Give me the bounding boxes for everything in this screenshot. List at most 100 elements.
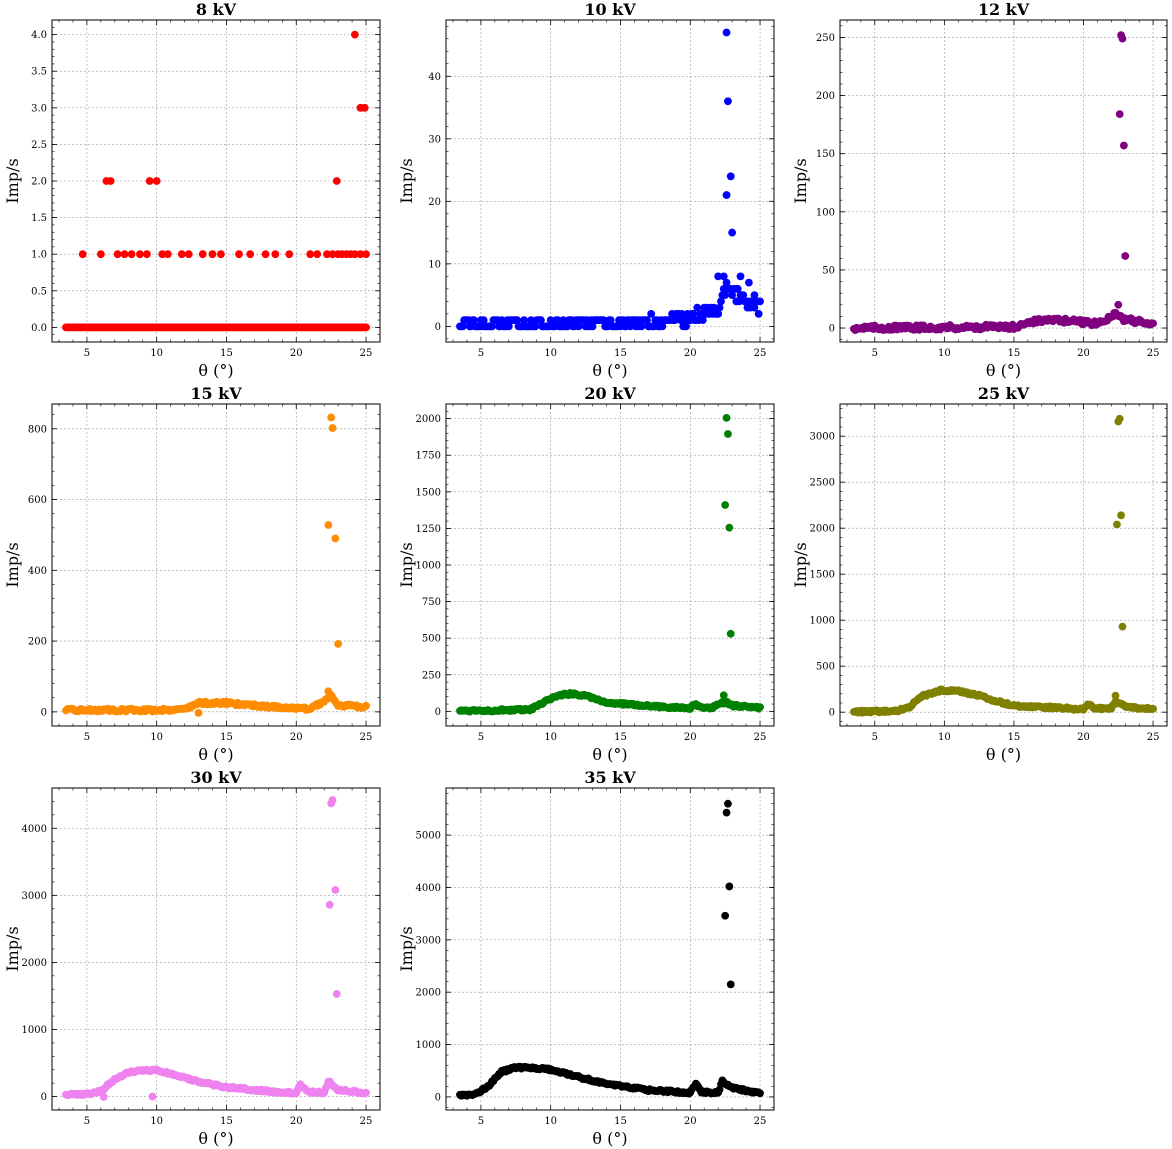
x-tick-label: 10 xyxy=(150,1116,163,1127)
y-tick-label: 250 xyxy=(816,33,835,44)
data-point xyxy=(677,309,686,318)
y-tick-label: 100 xyxy=(816,207,835,218)
y-tick-label: 30 xyxy=(428,134,441,145)
y-tick-label: 1250 xyxy=(416,524,441,535)
data-points xyxy=(850,414,1157,717)
data-point xyxy=(328,250,337,259)
x-tick-label: 5 xyxy=(84,348,90,359)
data-point xyxy=(722,414,731,422)
data-point xyxy=(725,523,734,532)
y-tick-label: 0 xyxy=(829,708,835,719)
data-point xyxy=(671,316,679,325)
data-point xyxy=(756,1089,764,1098)
data-point xyxy=(360,103,369,112)
data-point xyxy=(626,322,635,331)
y-tick-label: 1750 xyxy=(416,451,441,462)
data-point xyxy=(715,303,724,312)
data-point xyxy=(754,309,763,318)
data-point xyxy=(1119,141,1128,150)
data-point xyxy=(750,291,759,300)
x-tick-label: 25 xyxy=(1147,348,1160,359)
x-tick-label: 20 xyxy=(684,348,697,359)
data-point xyxy=(744,278,753,287)
data-point xyxy=(1118,34,1127,43)
x-tick-label: 15 xyxy=(220,348,233,359)
y-tick-label: 800 xyxy=(28,424,47,435)
y-tick-label: 3.0 xyxy=(31,103,47,114)
x-tick-label: 10 xyxy=(544,348,557,359)
y-axis-label: Imp/s xyxy=(791,542,810,587)
data-point xyxy=(588,322,597,331)
y-tick-label: 400 xyxy=(28,566,47,577)
data-point xyxy=(479,316,488,325)
x-tick-label: 25 xyxy=(754,1116,767,1127)
data-point xyxy=(721,911,730,920)
x-tick-label: 25 xyxy=(754,348,767,359)
y-tick-label: 250 xyxy=(422,670,441,681)
data-point xyxy=(96,250,105,259)
data-point xyxy=(710,303,718,312)
x-tick-label: 10 xyxy=(150,348,163,359)
data-point xyxy=(362,701,370,710)
data-points xyxy=(456,414,764,716)
data-point xyxy=(152,177,161,185)
axes-frame xyxy=(839,403,1168,727)
axes-frame xyxy=(51,403,381,727)
data-points xyxy=(62,413,370,717)
data-points xyxy=(62,796,370,1101)
data-point xyxy=(106,177,115,185)
axes-frame xyxy=(445,19,775,343)
data-points xyxy=(456,28,764,331)
y-tick-label: 1.5 xyxy=(31,213,47,224)
data-point xyxy=(285,250,294,259)
x-tick-label: 20 xyxy=(1077,348,1090,359)
y-tick-label: 2500 xyxy=(810,478,835,489)
y-tick-label: 2.5 xyxy=(31,140,47,151)
data-point xyxy=(546,316,555,325)
y-tick-label: 2000 xyxy=(22,958,47,969)
data-point xyxy=(331,534,340,543)
x-tick-label: 25 xyxy=(360,1116,373,1127)
x-tick-label: 15 xyxy=(1008,732,1021,743)
data-point xyxy=(120,250,129,259)
y-tick-label: 40 xyxy=(428,72,441,83)
data-point xyxy=(721,291,730,300)
data-points xyxy=(62,30,370,332)
data-point xyxy=(148,1092,157,1101)
subplot-title: 25 kV xyxy=(978,384,1030,403)
x-tick-label: 5 xyxy=(872,732,878,743)
data-point xyxy=(721,501,730,509)
data-point xyxy=(513,316,522,325)
data-point xyxy=(756,703,764,712)
subplot-title: 35 kV xyxy=(584,768,636,787)
data-point xyxy=(726,172,735,181)
data-point xyxy=(1114,417,1123,426)
data-point xyxy=(719,272,728,281)
y-tick-label: 2000 xyxy=(416,988,441,999)
data-point xyxy=(736,272,745,281)
x-tick-label: 25 xyxy=(1147,732,1160,743)
data-point xyxy=(563,322,572,331)
x-axis-label: θ (°) xyxy=(986,745,1021,764)
data-point xyxy=(1121,252,1130,260)
data-point xyxy=(559,316,568,325)
data-point xyxy=(698,316,707,325)
data-point xyxy=(261,250,270,259)
y-tick-label: 1000 xyxy=(22,1025,47,1036)
data-point xyxy=(327,799,336,808)
data-point xyxy=(722,191,731,199)
data-point xyxy=(177,250,186,259)
y-tick-label: 0 xyxy=(435,707,441,718)
y-tick-label: 1500 xyxy=(810,570,835,581)
data-point xyxy=(352,323,361,332)
x-tick-label: 10 xyxy=(150,732,163,743)
subplot-title: 8 kV xyxy=(196,0,237,19)
data-point xyxy=(717,297,725,306)
y-tick-label: 1000 xyxy=(416,561,441,572)
x-tick-label: 15 xyxy=(220,1116,233,1127)
y-tick-label: 500 xyxy=(816,662,835,673)
y-tick-label: 750 xyxy=(422,597,441,608)
data-point xyxy=(198,250,207,259)
data-point xyxy=(1117,511,1125,520)
